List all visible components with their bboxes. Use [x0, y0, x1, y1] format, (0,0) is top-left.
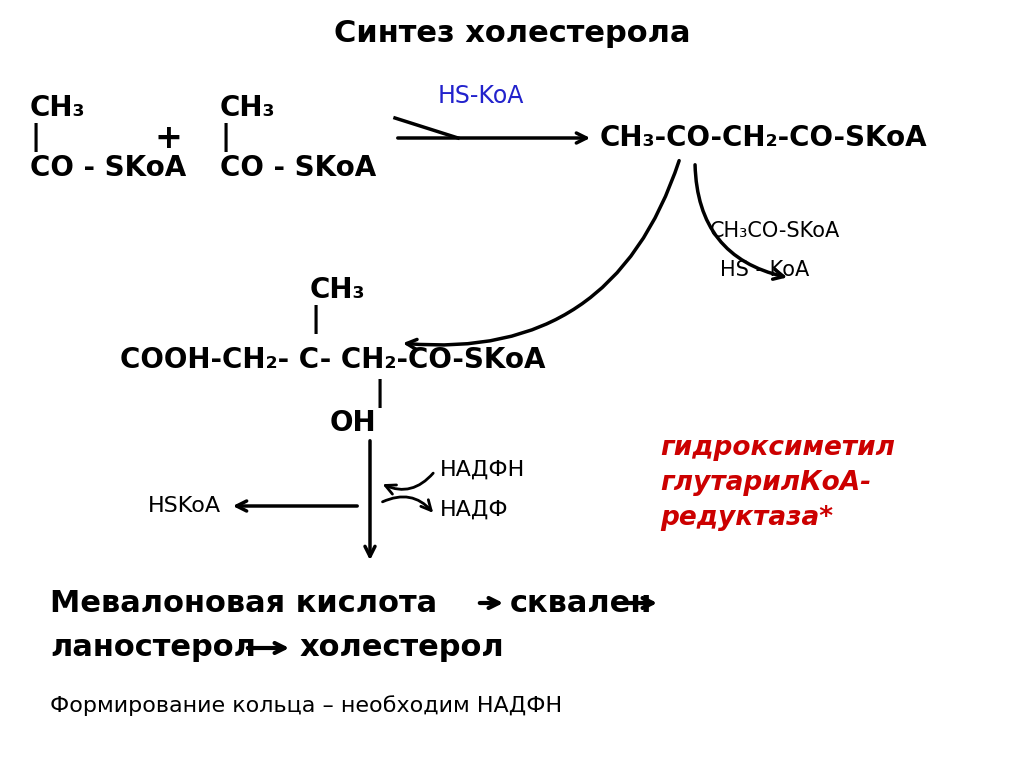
Text: CO - SKoA: CO - SKoA: [30, 154, 186, 182]
Text: Формирование кольца – необходим НАДФН: Формирование кольца – необходим НАДФН: [50, 696, 562, 717]
Text: Мевалоновая кислота: Мевалоновая кислота: [50, 588, 437, 617]
FancyArrowPatch shape: [385, 473, 433, 494]
Text: HSKoA: HSKoA: [148, 496, 221, 516]
Text: НАДФН: НАДФН: [440, 460, 525, 480]
Text: CO - SKoA: CO - SKoA: [220, 154, 376, 182]
Text: Синтез холестерола: Синтез холестерола: [334, 18, 690, 48]
FancyArrowPatch shape: [383, 497, 431, 511]
Text: ланостерол: ланостерол: [50, 634, 256, 663]
Text: НАДФ: НАДФ: [440, 500, 509, 520]
Text: сквален: сквален: [510, 588, 652, 617]
Text: гидроксиметил: гидроксиметил: [660, 435, 895, 461]
Text: глутарилКоА-: глутарилКоА-: [660, 470, 871, 496]
Text: +: +: [155, 121, 183, 154]
Text: |: |: [220, 124, 230, 153]
Text: холестерол: холестерол: [300, 634, 505, 663]
Text: редуктаза*: редуктаза*: [660, 505, 833, 531]
Text: CH₃: CH₃: [220, 94, 275, 122]
Text: HS-KoA: HS-KoA: [438, 84, 524, 108]
Text: COOH-CH₂- C- CH₂-CO-SKoA: COOH-CH₂- C- CH₂-CO-SKoA: [120, 346, 546, 374]
Text: CH₃: CH₃: [310, 276, 366, 304]
FancyArrowPatch shape: [407, 161, 679, 349]
Text: |: |: [310, 306, 321, 335]
Text: CH₃: CH₃: [30, 94, 86, 122]
Text: OH: OH: [330, 409, 377, 437]
Text: CH₃-CO-CH₂-CO-SKoA: CH₃-CO-CH₂-CO-SKoA: [600, 124, 928, 152]
Text: CH₃CO-SKoA: CH₃CO-SKoA: [710, 221, 841, 241]
FancyArrowPatch shape: [695, 165, 783, 280]
Text: HS - KoA: HS - KoA: [720, 260, 809, 280]
Text: |: |: [375, 379, 385, 408]
Text: |: |: [30, 124, 40, 153]
